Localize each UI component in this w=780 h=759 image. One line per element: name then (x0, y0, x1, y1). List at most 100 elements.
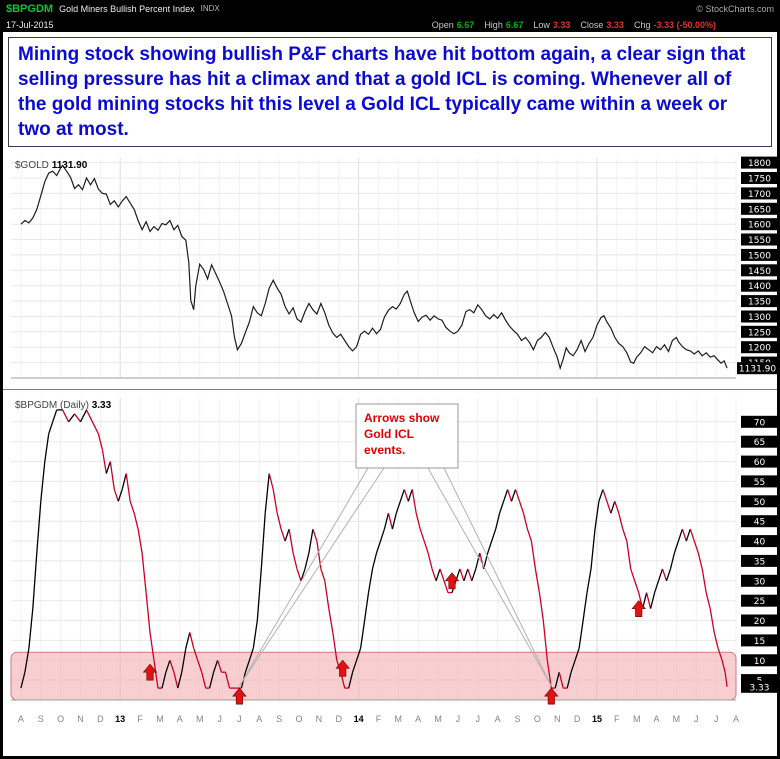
axis-price-chip (741, 341, 777, 354)
x-axis-month-label: D (573, 714, 581, 725)
quote-item: Close 3.33 (580, 19, 624, 30)
x-axis-month-label: M (672, 714, 681, 725)
svg-text:1700: 1700 (748, 190, 771, 200)
svg-text:50: 50 (754, 498, 766, 508)
svg-text:30: 30 (754, 578, 766, 588)
copyright-text: © StockCharts.com (696, 3, 774, 14)
chart-title: $BPGDM (Daily) 3.33 (15, 400, 112, 411)
quote-item: Low 3.33 (533, 19, 571, 30)
svg-text:70: 70 (754, 419, 766, 429)
x-axis-month-label: O (295, 714, 303, 725)
axis-price-chip (741, 654, 777, 667)
x-axis-month-label: J (475, 714, 481, 725)
svg-text:65: 65 (754, 439, 765, 449)
x-axis-month-label: S (514, 714, 521, 725)
x-axis-month-label: F (137, 714, 143, 725)
quote-date: 17-Jul-2015 (6, 19, 54, 30)
callout-line (427, 468, 552, 687)
svg-text:1600: 1600 (748, 221, 771, 231)
axis-price-chip (741, 555, 777, 568)
gold-icl-arrow (335, 660, 350, 677)
x-axis-month-label: F (375, 714, 382, 725)
header-row-1: $BPGDM Gold Miners Bullish Percent Index… (0, 0, 780, 16)
axis-price-chip (741, 172, 777, 185)
x-axis-month-label: J (713, 714, 719, 725)
axis-price-chip (741, 495, 777, 508)
axis-price-chip (737, 362, 777, 375)
svg-text:1250: 1250 (748, 329, 771, 339)
gold-icl-arrow (444, 572, 460, 590)
svg-text:1650: 1650 (748, 206, 771, 216)
x-axis-month-label: O (57, 714, 65, 725)
gold-icl-arrow (232, 687, 247, 705)
x-axis-year-label: 15 (591, 714, 603, 725)
svg-text:1200: 1200 (748, 344, 771, 354)
axis-price-chip (741, 310, 777, 323)
svg-text:10: 10 (754, 657, 766, 667)
x-axis-month-label: M (394, 714, 403, 725)
svg-text:60: 60 (754, 458, 766, 468)
x-axis-month-label: M (632, 714, 641, 725)
axis-price-chip (741, 187, 777, 200)
x-axis-month-label: D (97, 714, 104, 725)
chart-title: $GOLD 1131.90 (15, 160, 88, 171)
ticker-exchange: INDX (200, 4, 220, 13)
axis-price-chip (741, 218, 777, 231)
axis-price-chip (741, 595, 777, 608)
x-axis-month-label: N (553, 714, 561, 725)
x-axis-month-label: M (195, 714, 204, 725)
gold-icl-arrow (142, 663, 158, 681)
x-axis-month-label: A (415, 714, 422, 725)
svg-text:1550: 1550 (748, 236, 771, 246)
gold-icl-arrow (544, 687, 559, 705)
x-axis-month-label: J (217, 714, 222, 725)
axis-price-chip (741, 249, 777, 262)
axis-price-chip (741, 575, 777, 588)
x-axis: A S O N D 13 F M A M J J A S O N D 14 F M A M J J A S O N D 15 F M A M J J A (3, 712, 777, 729)
x-axis-month-label: S (37, 714, 44, 725)
axis-price-chip (741, 264, 777, 277)
x-axis-year-label: 14 (353, 714, 364, 725)
axis-price-chip (741, 614, 777, 627)
axis-price-chip (741, 455, 777, 468)
svg-text:40: 40 (754, 538, 766, 548)
callout-box (355, 403, 459, 469)
x-axis-month-label: A (494, 714, 501, 725)
axis-price-chip (741, 203, 777, 216)
svg-text:1400: 1400 (748, 283, 771, 293)
svg-text:35: 35 (754, 558, 765, 568)
svg-text:55: 55 (754, 478, 765, 488)
callout-text: events. (364, 443, 405, 457)
quote-item: High 6.67 (484, 19, 524, 30)
callout-text: Gold ICL (364, 427, 414, 441)
x-axis-month-label: J (694, 714, 699, 725)
quote-item: Open 6.67 (431, 19, 475, 30)
x-axis-month-label: N (77, 714, 84, 725)
annotation-note: Mining stock showing bullish P&F charts … (8, 37, 772, 148)
x-axis-month-label: A (17, 714, 24, 725)
x-axis-month-label: M (156, 714, 164, 725)
svg-text:25: 25 (754, 598, 765, 608)
quote-row: Open 6.67 High 6.67 Low 3.33 Close 3.33 Chg -3.33… (432, 20, 716, 30)
x-axis-month-label: O (533, 714, 541, 725)
axis-price-chip (741, 295, 777, 308)
axis-price-chip (741, 280, 777, 293)
x-axis-month-label: N (315, 714, 323, 725)
header-row-2: 17-Jul-2015 Open 6.67 High 6.67 Low 3.33 Close… (0, 16, 780, 32)
axis-price-chip (741, 475, 777, 488)
svg-text:1300: 1300 (748, 313, 771, 323)
callout-line (443, 468, 552, 687)
svg-text:1131.90: 1131.90 (739, 365, 776, 375)
icl-zone-band (10, 652, 737, 701)
x-axis-month-label: S (276, 714, 283, 725)
gold-chart-svg: 1150120012501300135014001450150015501600… (11, 156, 777, 379)
x-axis-year-label: 13 (115, 714, 126, 725)
x-axis-month-label: A (256, 714, 263, 725)
svg-text:45: 45 (754, 518, 765, 528)
axis-price-chip (741, 535, 777, 548)
axis-price-chip (741, 326, 777, 339)
axis-price-chip (741, 681, 777, 694)
axis-price-chip (741, 436, 777, 449)
